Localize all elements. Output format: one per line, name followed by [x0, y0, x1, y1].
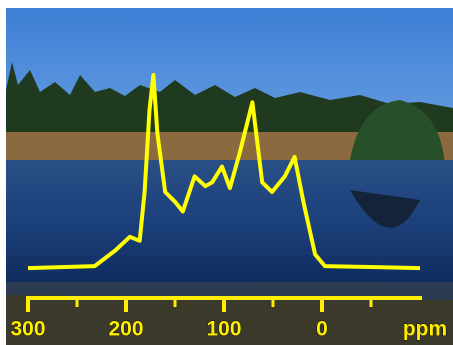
- x-tick-label: 100: [206, 318, 241, 341]
- x-tick-label: 0: [316, 318, 328, 341]
- spectrum-line: [27, 73, 421, 271]
- x-axis-label: ppm: [403, 318, 447, 341]
- x-tick-label: 300: [10, 318, 45, 341]
- x-tick-label: 200: [108, 318, 143, 341]
